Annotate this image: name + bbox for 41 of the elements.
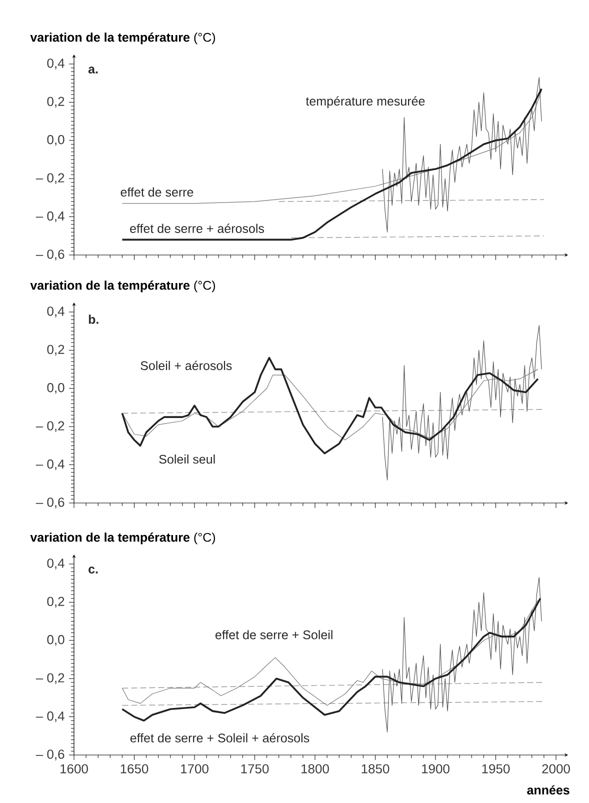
y-tick-label: 0,0	[47, 135, 64, 146]
y-tick-label: – 0,6	[36, 250, 64, 260]
x-tick-label: 2000	[542, 764, 570, 774]
y-tick-label: – 0,6	[36, 498, 64, 508]
y-tick-label: – 0,2	[36, 673, 64, 684]
y-tick-label: 0,4	[47, 558, 64, 570]
annotation: effet de serre + Soleil	[216, 630, 332, 640]
y-tick-label: – 0,4	[36, 459, 64, 470]
annotation: Soleil + aérosols	[140, 360, 232, 370]
x-tick-label: 1700	[181, 764, 208, 774]
y-tick-label: 0,0	[47, 383, 64, 394]
annotation: effet de serre	[120, 187, 194, 197]
annotation: température mesurée	[306, 96, 425, 108]
y-tick-label: 0,2	[47, 96, 64, 108]
annotation: Soleil seul	[159, 454, 215, 464]
x-axis-title: années	[527, 785, 570, 794]
x-tick-label: 1600	[60, 764, 88, 774]
annotation: c.	[88, 566, 98, 574]
y-tick-label: 0,2	[47, 596, 64, 608]
y-tick-label: – 0,2	[36, 173, 64, 184]
y-axis-title: variation de la température (°C)	[30, 280, 216, 292]
y-tick-label: – 0,4	[36, 211, 64, 222]
annotation: a.	[88, 66, 98, 74]
x-tick-label: 1800	[302, 764, 329, 774]
x-tick-label: 1900	[422, 764, 450, 774]
x-tick-label: 1950	[482, 764, 510, 774]
annotation: b.	[88, 314, 98, 324]
y-tick-label: – 0,2	[36, 421, 64, 432]
annotation: effet de serre + Soleil + aérosols	[130, 733, 310, 742]
y-tick-label: – 0,6	[36, 750, 64, 760]
y-tick-label: – 0,4	[36, 711, 64, 722]
x-tick-label: 1750	[241, 764, 269, 774]
y-tick-label: 0,4	[47, 58, 64, 70]
y-axis-title: variation de la température (°C)	[30, 532, 216, 544]
y-tick-label: 0,0	[47, 635, 64, 646]
y-tick-label: 0,2	[47, 344, 64, 356]
annotation: effet de serre + aérosols	[130, 224, 264, 233]
y-axis-title: variation de la température (°C)	[30, 32, 216, 44]
y-tick-label: 0,4	[47, 306, 64, 318]
x-tick-label: 1650	[120, 764, 148, 774]
x-tick-label: 1850	[362, 764, 390, 774]
